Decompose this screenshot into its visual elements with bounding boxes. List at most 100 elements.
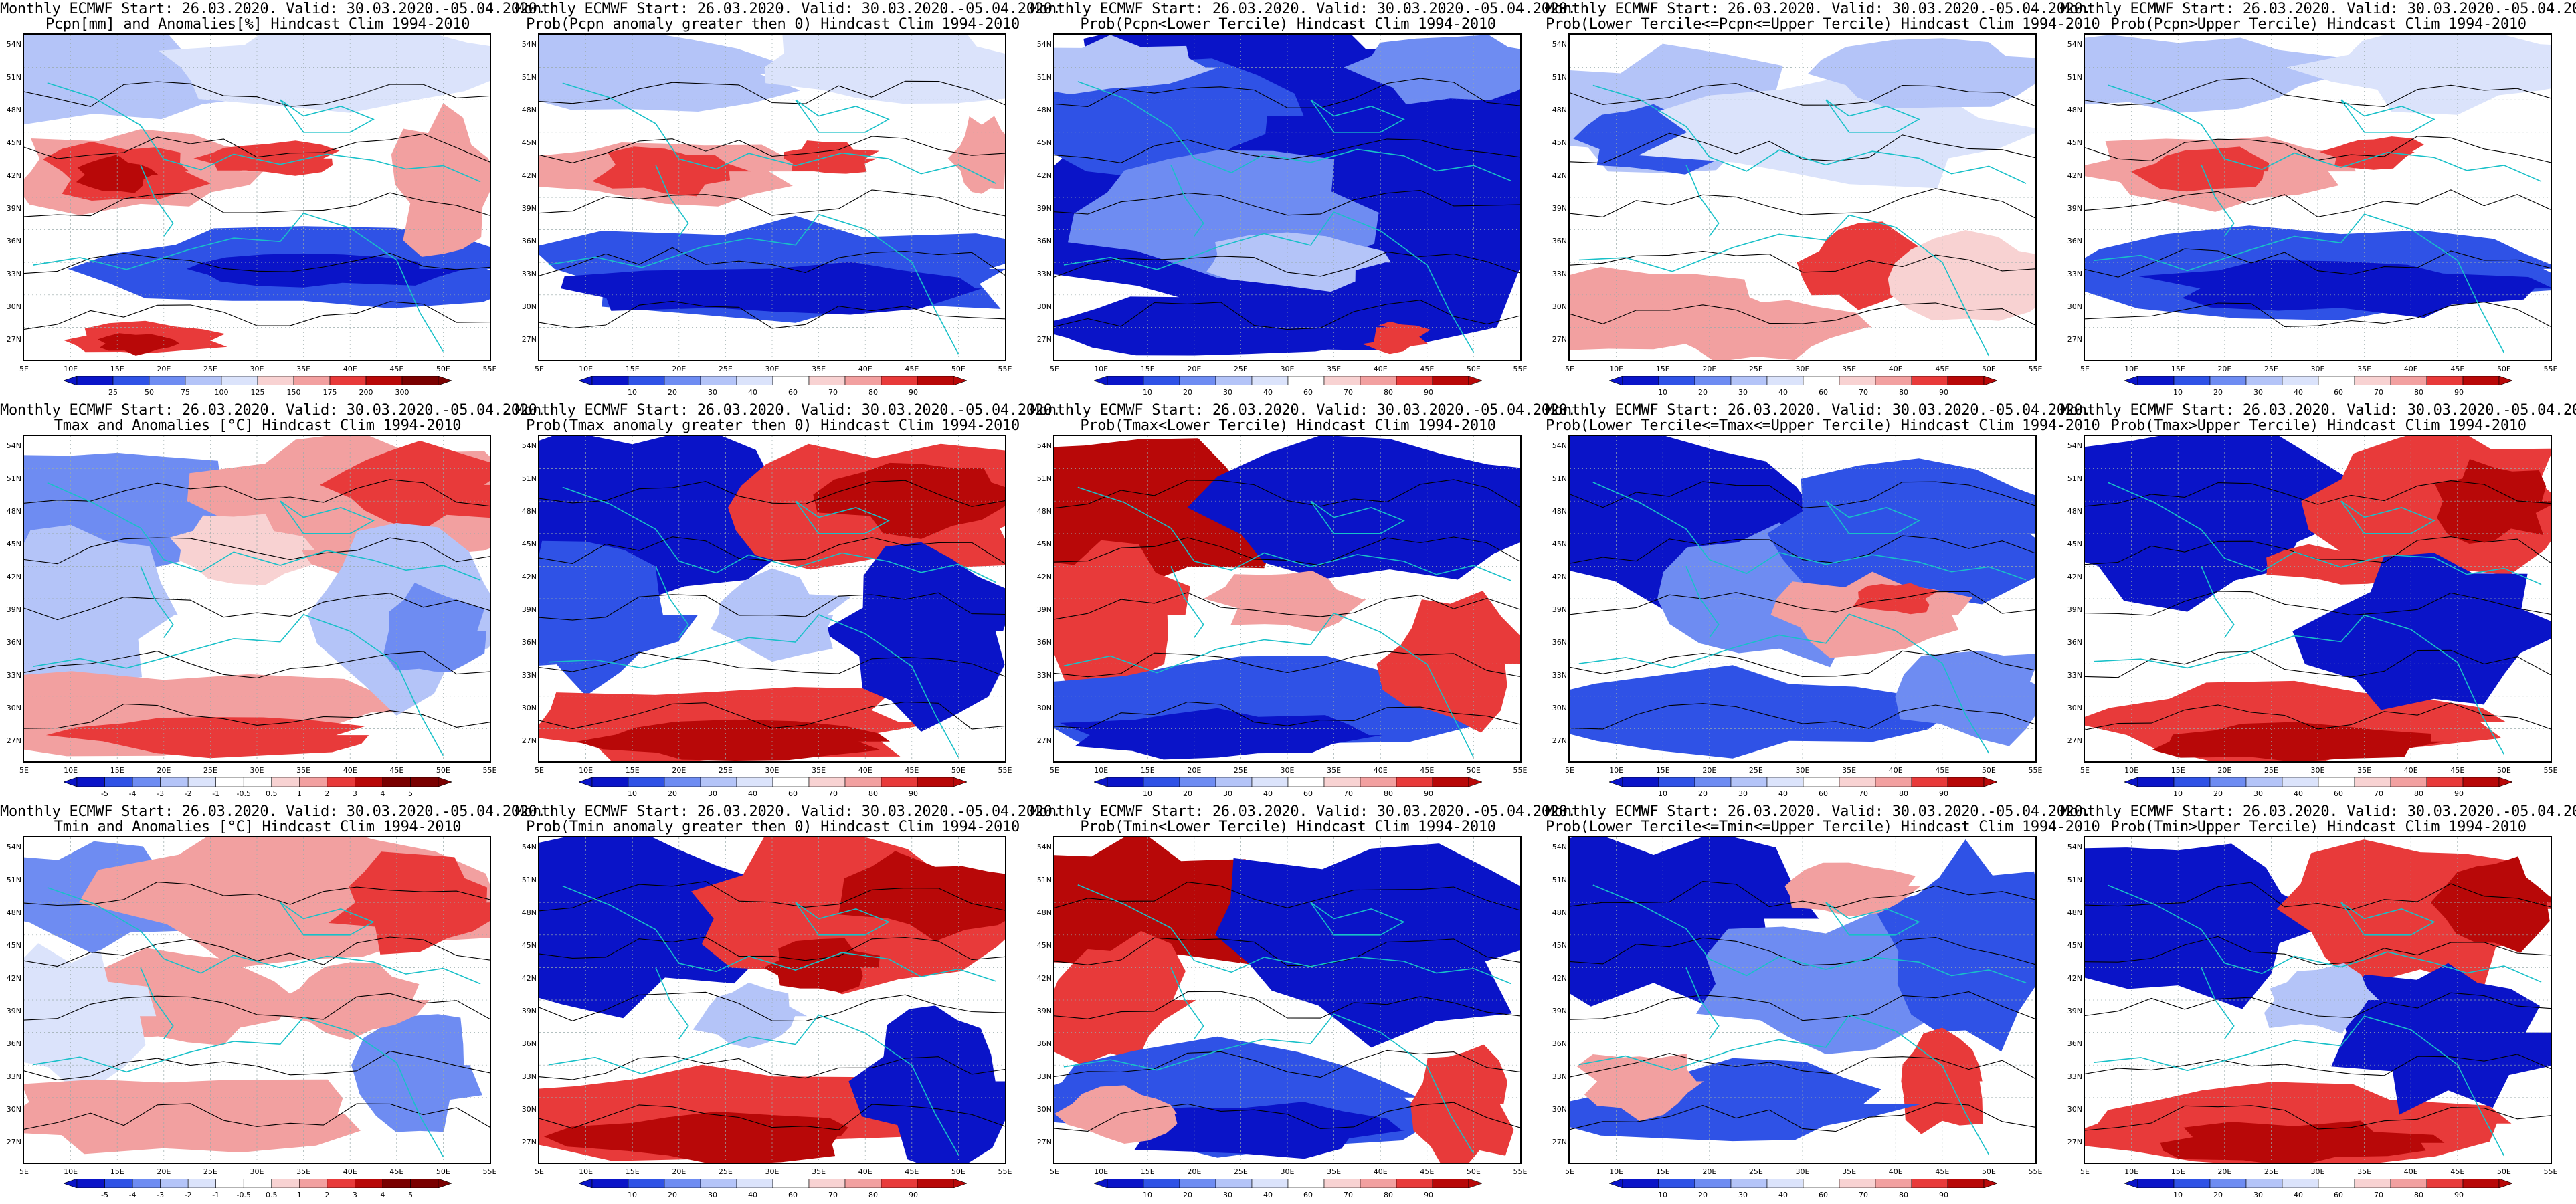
latitude-label: 48N	[521, 507, 537, 516]
colorbar-segment	[1179, 1179, 1216, 1188]
longitude-label: 30E	[765, 365, 779, 373]
contour-line	[1054, 937, 1520, 967]
panel-title-line2: Prob(Lower Tercile<=Tmin<=Upper Tercile)…	[1546, 819, 2100, 835]
colorbar-segment	[1803, 777, 1840, 787]
longitude-label: 50E	[2496, 1167, 2511, 1176]
longitude-label: 30E	[1795, 1167, 1810, 1176]
latitude-label: 30N	[2067, 1105, 2082, 1114]
latitude-label: 33N	[2067, 671, 2082, 680]
forecast-map	[538, 435, 1006, 763]
colorbar	[1094, 1179, 1482, 1188]
panel-title-line1: Monthly ECMWF Start: 26.03.2020. Valid: …	[1546, 402, 2092, 419]
longitude-label: 10E	[1094, 1167, 1109, 1176]
colorbar-end	[2124, 1179, 2138, 1188]
colorbar-end	[953, 777, 967, 787]
longitude-label: 10E	[64, 766, 78, 775]
longitude-label: 35E	[1327, 766, 1342, 775]
latitude-label: 51N	[521, 876, 537, 884]
colorbar-label: 80	[2414, 1191, 2423, 1199]
latitude-label: 45N	[2067, 138, 2082, 147]
latitude-label: 51N	[1552, 73, 1567, 82]
panel-title-line2: Prob(Tmin<Lower Tercile) Hindcast Clim 1…	[1080, 819, 1496, 835]
longitude-label: 40E	[2403, 365, 2418, 373]
colorbar-segment	[132, 1179, 161, 1188]
latitude-label: 30N	[6, 1105, 21, 1114]
latitude-label: 39N	[6, 204, 21, 213]
latitude-label: 51N	[1036, 474, 1052, 483]
colorbar-segment	[1911, 1179, 1948, 1188]
latitude-label: 30N	[521, 704, 537, 712]
longitude-label: 35E	[1842, 766, 1857, 775]
latitude-label: 48N	[6, 908, 21, 917]
longitude-label: 40E	[858, 1167, 872, 1176]
colorbar-label: -5	[101, 789, 109, 798]
colorbar-segment	[700, 376, 737, 385]
contour-line	[2085, 1105, 2551, 1131]
colorbar-end	[1094, 777, 1108, 787]
colorbar-label: 25	[108, 388, 118, 397]
longitude-label: 50E	[1981, 365, 1996, 373]
latitude-label: 42N	[521, 974, 537, 983]
longitude-label: 40E	[343, 1167, 357, 1176]
colorbar-segment	[1107, 777, 1144, 787]
longitude-label: 35E	[296, 766, 311, 775]
field-region	[1767, 458, 2035, 605]
contour-line	[2085, 992, 2551, 1018]
colorbar-end	[579, 777, 593, 787]
longitude-label: 20E	[157, 1167, 171, 1176]
contour-line	[1054, 991, 1520, 1019]
latitude-label: 45N	[521, 540, 537, 548]
colorbar-end	[1983, 1179, 1997, 1188]
latitude-label: 30N	[521, 1105, 537, 1114]
colorbar-segment	[1287, 777, 1325, 787]
coastline	[1578, 1014, 1990, 1155]
longitude-label: 50E	[1466, 766, 1481, 775]
contour-line	[2085, 480, 2551, 507]
longitude-label: 55E	[482, 1167, 497, 1176]
contour-line	[539, 592, 1005, 621]
colorbar-label: 75	[181, 388, 190, 397]
colorbar	[2124, 777, 2512, 787]
latitude-label: 51N	[521, 474, 537, 483]
latitude-label: 39N	[2067, 204, 2082, 213]
coastline	[2108, 482, 2542, 585]
field-region	[1570, 837, 1819, 1011]
latitude-label: 36N	[2067, 638, 2082, 647]
latitude-label: 27N	[2067, 335, 2082, 344]
longitude-label: 25E	[1748, 766, 1763, 775]
map-panel-tmin-mid: Monthly ECMWF Start: 26.03.2020. Valid: …	[1546, 803, 2100, 1204]
latitude-label: 54N	[6, 843, 21, 851]
colorbar-label: 30	[708, 789, 717, 798]
longitude-label: 30E	[765, 766, 779, 775]
colorbar-label: 70	[1859, 1191, 1868, 1199]
latitude-label: 51N	[1036, 876, 1052, 884]
panel-title-line2: Prob(Pcpn>Upper Tercile) Hindcast Clim 1…	[2110, 16, 2526, 33]
panel-title-line1: Monthly ECMWF Start: 26.03.2020. Valid: …	[515, 402, 1061, 419]
colorbar-label: -3	[157, 789, 165, 798]
contour-line	[1570, 188, 2035, 219]
longitude-label: 35E	[1327, 365, 1342, 373]
map-panel-pcpn-anom: Monthly ECMWF Start: 26.03.2020. Valid: …	[0, 0, 546, 401]
longitude-label: 25E	[2264, 766, 2278, 775]
colorbar-segment	[1215, 376, 1253, 385]
longitude-label: 35E	[1842, 1167, 1857, 1176]
forecast-map	[538, 836, 1006, 1164]
latitude-label: 36N	[1552, 638, 1567, 647]
field-region	[2319, 136, 2424, 170]
colorbar-label: 1	[296, 789, 302, 798]
colorbar-segment	[243, 777, 272, 787]
colorbar-end	[1609, 376, 1623, 385]
contour-line	[1570, 251, 2035, 273]
longitude-label: 50E	[436, 365, 450, 373]
colorbar-end	[1983, 376, 1997, 385]
longitude-label: 15E	[110, 1167, 124, 1176]
colorbar-segment	[1730, 777, 1768, 787]
colorbar-segment	[2462, 376, 2500, 385]
colorbar-segment	[1839, 1179, 1876, 1188]
colorbar-segment	[132, 777, 161, 787]
forecast-map	[1053, 836, 1522, 1164]
coastline	[2094, 614, 2505, 755]
colorbar-label: 80	[868, 789, 878, 798]
longitude-label: 15E	[1140, 365, 1155, 373]
forecast-map	[2084, 836, 2552, 1164]
